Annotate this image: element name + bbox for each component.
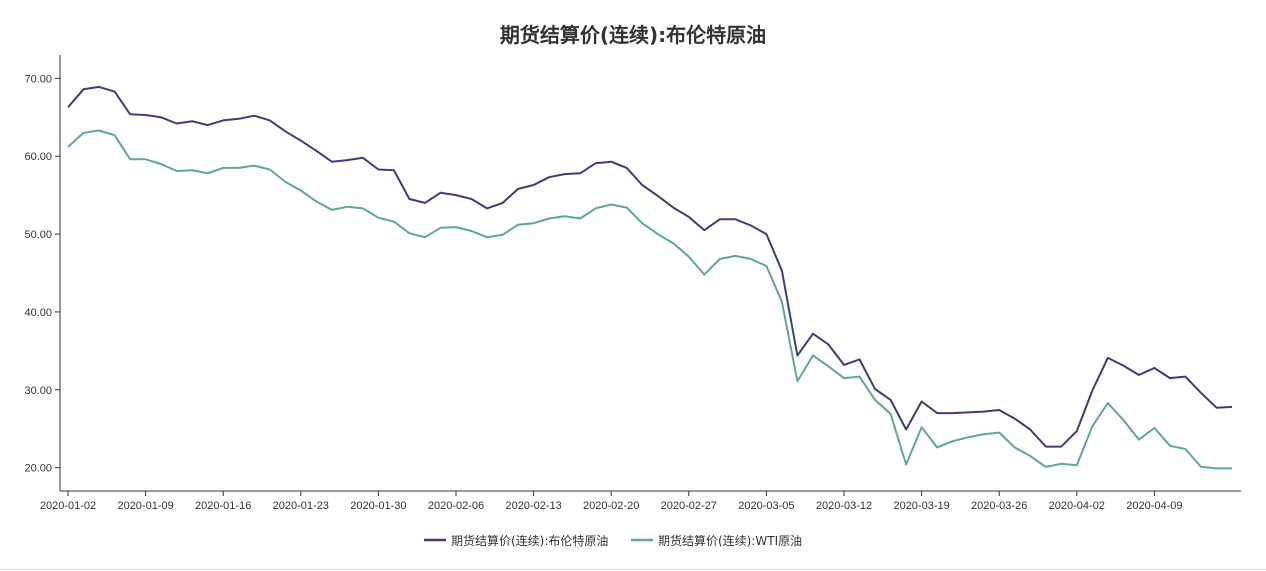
x-tick-label: 2020-03-19 xyxy=(893,500,949,512)
x-tick-label: 2020-01-23 xyxy=(273,500,329,512)
x-tick-label: 2020-03-26 xyxy=(971,500,1027,512)
x-tick-label: 2020-02-27 xyxy=(661,500,717,512)
x-tick-label: 2020-01-30 xyxy=(350,500,406,512)
x-tick-label: 2020-02-13 xyxy=(505,500,561,512)
x-tick-label: 2020-02-06 xyxy=(428,500,484,512)
legend-label-brent: 期货结算价(连续):布伦特原油 xyxy=(451,533,608,548)
y-tick-label: 20.00 xyxy=(24,463,52,475)
x-tick-label: 2020-01-02 xyxy=(40,500,96,512)
legend-label-wti: 期货结算价(连续):WTI原油 xyxy=(658,533,802,548)
x-tick-label: 2020-04-02 xyxy=(1049,500,1105,512)
legend-item-wti[interactable]: 期货结算价(连续):WTI原油 xyxy=(631,533,802,548)
x-tick-label: 2020-02-20 xyxy=(583,500,639,512)
x-tick-label: 2020-03-12 xyxy=(816,500,872,512)
y-tick-label: 70.00 xyxy=(24,73,52,85)
series-line-wti xyxy=(67,129,1232,470)
y-axis: 20.00 30.00 40.00 50.00 60.00 70.00 xyxy=(24,55,61,491)
legend[interactable]: 期货结算价(连续):布伦特原油 期货结算价(连续):WTI原油 xyxy=(424,533,802,548)
y-tick-label: 50.00 xyxy=(24,229,52,241)
x-tick-label: 2020-04-09 xyxy=(1126,500,1182,512)
y-tick-label: 30.00 xyxy=(24,385,52,397)
x-tick-label: 2020-03-05 xyxy=(738,500,794,512)
chart-title: 期货结算价(连续):布伦特原油 xyxy=(500,23,766,47)
series-line-brent xyxy=(67,85,1233,448)
y-tick-label: 60.00 xyxy=(24,151,52,163)
y-tick-label: 40.00 xyxy=(24,307,52,319)
x-tick-label: 2020-01-16 xyxy=(195,500,251,512)
x-tick-label: 2020-01-09 xyxy=(117,500,173,512)
x-axis: 2020-01-02 2020-01-09 2020-01-16 2020-01-23… xyxy=(40,490,1241,512)
series-layer xyxy=(67,85,1233,470)
legend-item-brent[interactable]: 期货结算价(连续):布伦特原油 xyxy=(424,533,608,548)
